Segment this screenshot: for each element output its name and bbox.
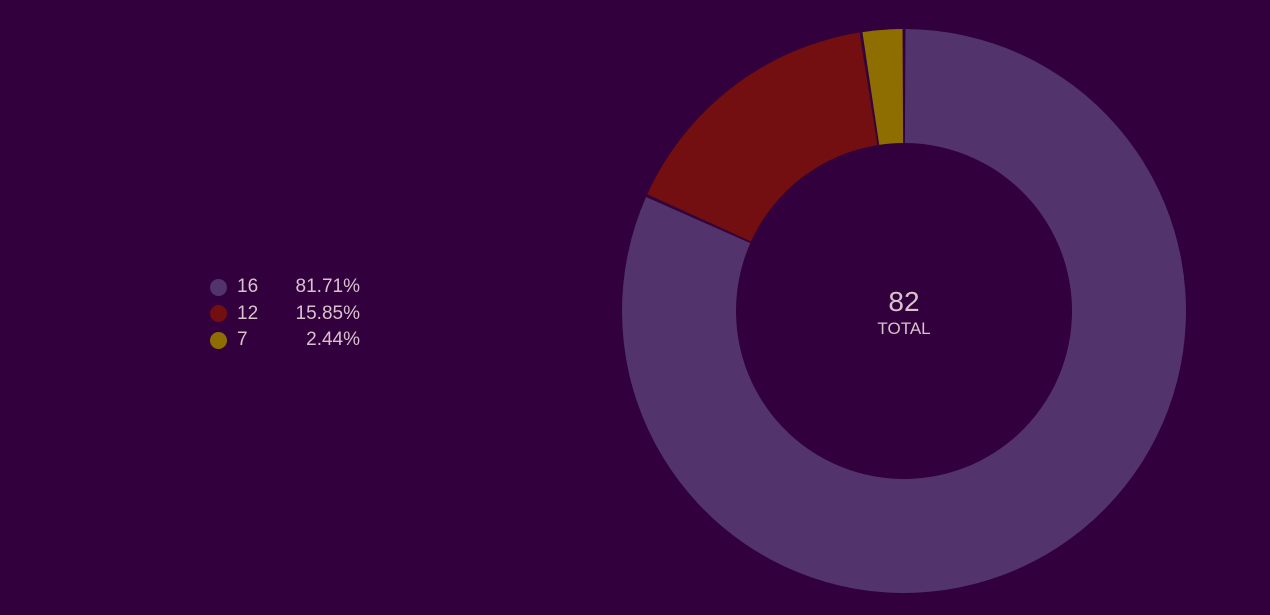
donut-slices [622, 29, 1186, 593]
legend-percent: 15.85% [295, 302, 360, 324]
donut-slice-12[interactable] [647, 32, 878, 242]
center-total-label: TOTAL [877, 319, 930, 338]
legend-swatch [210, 331, 227, 349]
chart-legend: 16 81.71% 12 15.85% 7 2.44% [210, 274, 360, 354]
legend-swatch [210, 305, 227, 323]
center-total-value: 82 [888, 286, 919, 317]
legend-item[interactable]: 12 15.85% [210, 301, 360, 328]
legend-swatch [210, 278, 227, 296]
legend-percent: 81.71% [295, 276, 360, 298]
legend-label: 7 [237, 329, 248, 351]
legend-label: 16 [237, 276, 259, 298]
legend-percent: 2.44% [306, 329, 360, 351]
legend-item[interactable]: 7 2.44% [210, 327, 360, 354]
legend-label: 12 [237, 302, 259, 324]
legend-item[interactable]: 16 81.71% [210, 274, 360, 301]
donut-slice-16[interactable] [622, 29, 1186, 593]
donut-slice-7[interactable] [862, 29, 904, 145]
